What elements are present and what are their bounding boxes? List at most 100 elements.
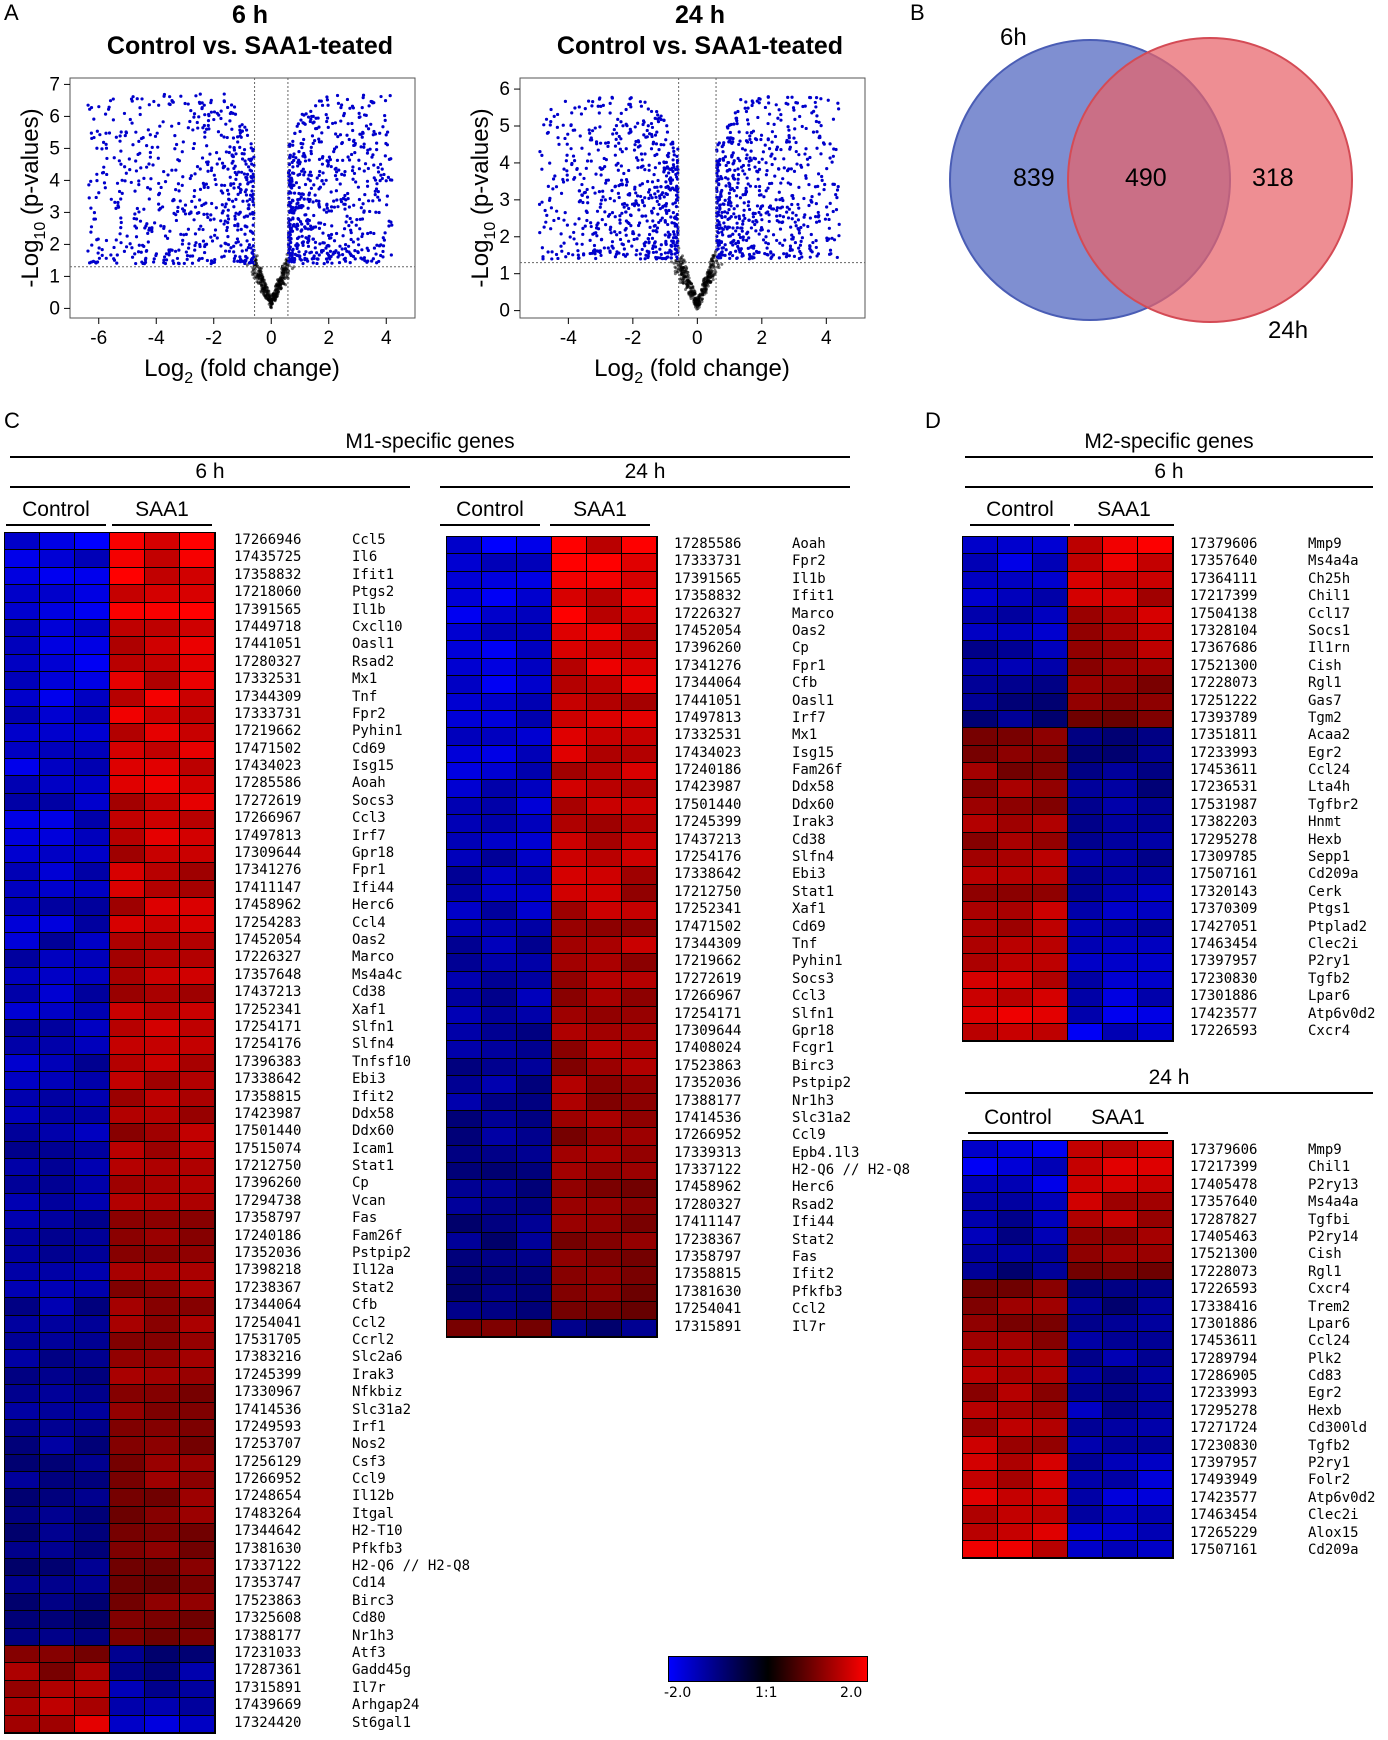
m1-6h-probe-id: 17253707 (234, 1436, 302, 1453)
m1-6h-cell (110, 706, 145, 725)
volcano-24h-xtick-label: 2 (757, 328, 768, 349)
m2-6h-cell (1033, 641, 1068, 659)
m2-6h-row (963, 780, 1173, 798)
m1-6h-cell (40, 1298, 75, 1316)
volcano-6h-point-sig (220, 203, 224, 207)
m1-24h-row (447, 1076, 657, 1094)
m1-24h-cell (552, 1319, 587, 1337)
m1-6h-row (5, 1228, 215, 1247)
volcano-6h-point-sig (341, 234, 345, 238)
volcano-6h-point-sig (372, 163, 376, 167)
m2-6h-cell (998, 676, 1033, 694)
m1-6h-probe-id: 17344064 (234, 1297, 302, 1314)
volcano-24h-point-sig (646, 124, 650, 128)
m2-6h-cell (963, 571, 998, 590)
volcano-6h-point-sig (303, 225, 307, 229)
m1-24h-cell (517, 1145, 552, 1164)
m1-24h-cell (447, 1110, 482, 1129)
volcano-6h-point-sig (385, 194, 389, 198)
m1-24h-gene-label: 17352036 Pstpip2 (674, 1075, 910, 1092)
volcano-24h-point-sig (770, 162, 774, 167)
volcano-24h-point-sig (566, 252, 571, 256)
m1-6h-probe-id: 17458962 (234, 897, 302, 914)
m2-6h-cell (998, 954, 1033, 972)
volcano-6h-point-sig (206, 215, 210, 220)
volcano-6h-point-sig (334, 166, 338, 170)
m1-6h-cell (145, 1611, 180, 1629)
volcano-6h-point-sig (188, 119, 192, 124)
m1-6h-cell (5, 1680, 40, 1699)
volcano-6h-point-sig (232, 259, 236, 263)
volcano-6h-point-sig (111, 118, 115, 122)
m1-6h-gene-symbol: Il7r (352, 1679, 386, 1696)
volcano-24h-point-sig (564, 255, 568, 259)
m2-24h-cell (1033, 1488, 1068, 1507)
m2-6h-cell (1138, 676, 1173, 694)
m1-6h-gene-label: 17252341 Xaf1 (234, 1002, 470, 1019)
volcano-24h-point-sig (641, 119, 646, 123)
volcano-6h-point-ns (265, 285, 269, 289)
volcano-24h-point-sig (581, 226, 585, 230)
volcano-6h-point-sig (120, 178, 124, 182)
volcano-6h-point-sig (287, 247, 291, 252)
volcano-6h-point-sig (166, 173, 170, 177)
volcano-6h-point-sig (297, 235, 301, 239)
m1-24h-cell (622, 1041, 657, 1059)
volcano-24h-point-sig (542, 123, 546, 127)
volcano-6h-point-sig (162, 169, 166, 174)
m1-6h-gene-label: 17266967 Ccl3 (234, 810, 470, 827)
volcano-6h-point-sig (161, 120, 165, 124)
m1-24h-cell (552, 971, 587, 990)
volcano-24h-point-sig (830, 236, 834, 240)
volcano-6h-point-sig (342, 197, 346, 201)
volcano-6h-point-sig (303, 256, 307, 261)
m1-24h-gene-label: 17391565 Il1b (674, 571, 910, 588)
m2-24h-cell (1103, 1332, 1138, 1350)
m2-24h-cell (1068, 1314, 1103, 1333)
m1-6h-gene-symbol: Ptgs2 (352, 584, 395, 601)
m1-6h-gene-symbol: Ifit2 (352, 1088, 395, 1105)
volcano-6h-point-sig (162, 258, 166, 262)
m1-6h-cell (75, 1437, 110, 1455)
volcano-6h-point-ns (258, 276, 262, 280)
volcano-24h-point-sig (675, 223, 679, 227)
m1-24h-gene-label: 17309644 Gpr18 (674, 1023, 910, 1040)
volcano-6h-point-sig (243, 261, 247, 266)
volcano-6h-point-sig (381, 255, 385, 259)
volcano-24h-point-sig (669, 215, 673, 219)
m1-6h-gene-symbol: Cxcl10 (352, 618, 403, 635)
volcano-24h-point-sig (728, 251, 733, 255)
volcano-6h-point-sig (324, 257, 329, 261)
volcano-6h-point-sig (322, 182, 326, 186)
volcano-24h-point-sig (797, 185, 801, 189)
m1-24h-cell (587, 554, 622, 572)
volcano-24h-point-sig (794, 213, 798, 217)
volcano-6h-point-sig (343, 202, 347, 206)
m1-6h-cell (145, 1715, 180, 1733)
m2-6h-row (963, 867, 1173, 885)
volcano-24h-point-sig (671, 146, 675, 150)
m2-6h-control-rule (970, 524, 1070, 526)
m1-24h-probe-id: 17358797 (674, 1249, 742, 1266)
m1-24h-cell (517, 1319, 552, 1337)
volcano-24h-point-sig (665, 192, 669, 197)
volcano-24h-point-sig (761, 150, 765, 154)
volcano-6h-point-sig (137, 139, 141, 143)
volcano-6h-point-sig (353, 151, 357, 155)
volcano-24h-point-sig (732, 212, 736, 216)
volcano-24h-point-sig (731, 151, 735, 155)
m2-24h-cell (1138, 1349, 1173, 1368)
volcano-24h-point-sig (622, 247, 626, 251)
volcano-6h-point-sig (243, 159, 247, 163)
m2-24h-cell (1138, 1175, 1173, 1194)
m1-6h-probe-id: 17249593 (234, 1418, 302, 1435)
volcano-24h-point-sig (543, 208, 547, 213)
volcano-24h-point-sig (738, 235, 743, 240)
m2-6h-row (963, 745, 1173, 764)
m1-6h-cell (145, 759, 180, 777)
volcano-6h-point-sig (325, 119, 329, 124)
m1-6h-probe-id: 17398218 (234, 1262, 302, 1279)
m1-6h-cell (75, 1715, 110, 1733)
m2-6h-cell (1068, 936, 1103, 955)
volcano-6h-point-sig (210, 166, 214, 170)
